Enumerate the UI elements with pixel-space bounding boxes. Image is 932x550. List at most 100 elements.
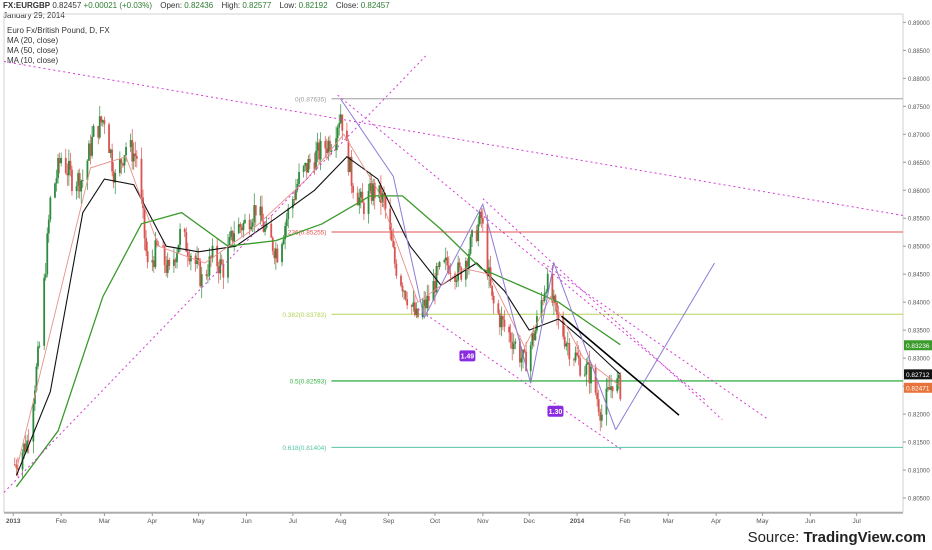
candle-body	[100, 116, 103, 123]
candle-body	[466, 260, 469, 267]
candle-body	[562, 317, 565, 337]
y-tick-label: 0.87000	[908, 133, 930, 139]
candle-body	[273, 251, 276, 259]
candle-body	[617, 375, 620, 379]
candle-body	[341, 114, 344, 131]
candle-body	[553, 295, 555, 303]
candle-body	[356, 192, 359, 206]
candle-body	[38, 345, 41, 347]
legend-ma50[interactable]: MA (50, close)	[7, 46, 59, 55]
x-tick-label: Mar	[99, 518, 111, 525]
candle-body	[305, 163, 308, 173]
x-tick-label: Aug	[335, 518, 347, 525]
candle-body	[101, 120, 104, 123]
wave-ratio-box	[459, 350, 476, 362]
candle-body	[145, 238, 148, 252]
candle-body	[208, 256, 211, 276]
x-tick-label: Sep	[383, 518, 395, 525]
x-tick-label: Mar	[663, 518, 675, 525]
candle-body	[347, 141, 350, 173]
y-tick-label: 0.86500	[908, 161, 930, 167]
candle-body	[478, 211, 481, 225]
candle-body	[49, 197, 52, 220]
candle-body	[611, 386, 614, 392]
candle-body	[576, 352, 578, 356]
y-tick-label: 0.83500	[908, 329, 930, 335]
candle-body	[173, 259, 175, 266]
candle-body	[586, 362, 589, 365]
candle-body	[525, 351, 527, 372]
candle-body	[43, 277, 46, 346]
candle-body	[497, 303, 500, 314]
y-tick-label: 0.87500	[908, 105, 930, 111]
candle-body	[75, 186, 78, 192]
candle-body	[77, 173, 80, 187]
candle-body	[54, 183, 56, 198]
candle-body	[619, 375, 622, 400]
candle-body	[168, 259, 171, 266]
legend-ma20[interactable]: MA (20, close)	[7, 36, 59, 45]
candle-body	[383, 193, 385, 197]
candle-body	[458, 262, 461, 268]
candle-body	[551, 273, 554, 303]
candle-body	[248, 219, 251, 230]
candle-body	[88, 143, 90, 161]
candle-body	[58, 158, 61, 164]
moving-average-ma50	[15, 195, 621, 488]
candle-body	[605, 388, 608, 415]
candle-body	[443, 260, 446, 263]
candle-body	[336, 127, 339, 139]
candle-body	[114, 173, 117, 183]
chart-legend: Euro Fx/British Pound, D, FX MA (20, clo…	[7, 26, 110, 66]
candle-body	[285, 219, 288, 227]
legend-ma10[interactable]: MA (10, close)	[7, 56, 59, 65]
candle-body	[512, 343, 515, 350]
candle-body	[610, 386, 612, 390]
y-tick-label: 0.89000	[908, 21, 930, 27]
candle-body	[545, 291, 548, 294]
candle-body	[410, 305, 413, 307]
candle-body	[176, 252, 178, 263]
price-badge-label: 0.83236	[906, 343, 930, 350]
candle-body	[412, 302, 415, 307]
x-tick-label: Jul	[289, 518, 298, 525]
candle-body	[216, 245, 219, 267]
candle-body	[118, 159, 121, 174]
candle-body	[111, 149, 114, 172]
candle-body	[112, 171, 115, 183]
y-tick-label: 0.85000	[908, 245, 930, 251]
trend-line	[482, 198, 723, 421]
legend-title[interactable]: Euro Fx/British Pound, D, FX	[7, 26, 110, 35]
trend-line	[3, 61, 904, 216]
candle-body	[389, 208, 392, 231]
candle-body	[69, 160, 72, 170]
x-tick-label: Jul	[853, 518, 862, 525]
candle-body	[471, 230, 473, 237]
candle-body	[359, 191, 362, 198]
candle-body	[274, 248, 277, 259]
candle-body	[98, 116, 101, 138]
wave-ratio-label: 1.49	[461, 353, 475, 360]
candle-body	[131, 140, 134, 162]
candle-body	[71, 169, 73, 192]
candle-body	[259, 206, 262, 216]
candle-body	[585, 364, 588, 375]
candle-body	[319, 140, 322, 160]
x-tick-label: Feb	[56, 518, 68, 525]
candle-body	[265, 223, 268, 228]
candle-body	[91, 136, 93, 156]
x-tick-label: Nov	[477, 518, 489, 525]
candle-body	[298, 172, 300, 184]
candle-body	[67, 160, 70, 176]
fib-level-label: 0(0.87635)	[295, 96, 326, 103]
x-tick-label: Jun	[241, 518, 252, 525]
trend-line	[3, 55, 427, 493]
candle-body	[80, 180, 83, 192]
candle-body	[210, 256, 212, 259]
candle-body	[413, 302, 416, 315]
source-credit: Source: TradingView.com	[748, 529, 926, 546]
candle-body	[188, 256, 191, 262]
candle-body	[154, 240, 157, 268]
candle-body	[406, 299, 409, 306]
